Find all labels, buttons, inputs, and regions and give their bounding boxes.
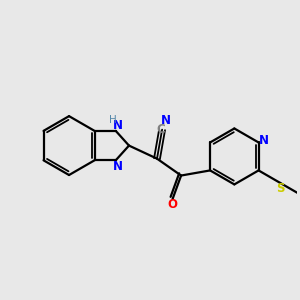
Text: C: C (156, 123, 165, 136)
Text: S: S (277, 182, 285, 195)
Text: H: H (109, 115, 117, 125)
Text: N: N (160, 114, 171, 127)
Text: O: O (168, 198, 178, 211)
Text: N: N (259, 134, 269, 147)
Text: N: N (113, 119, 123, 132)
Text: N: N (113, 160, 123, 173)
